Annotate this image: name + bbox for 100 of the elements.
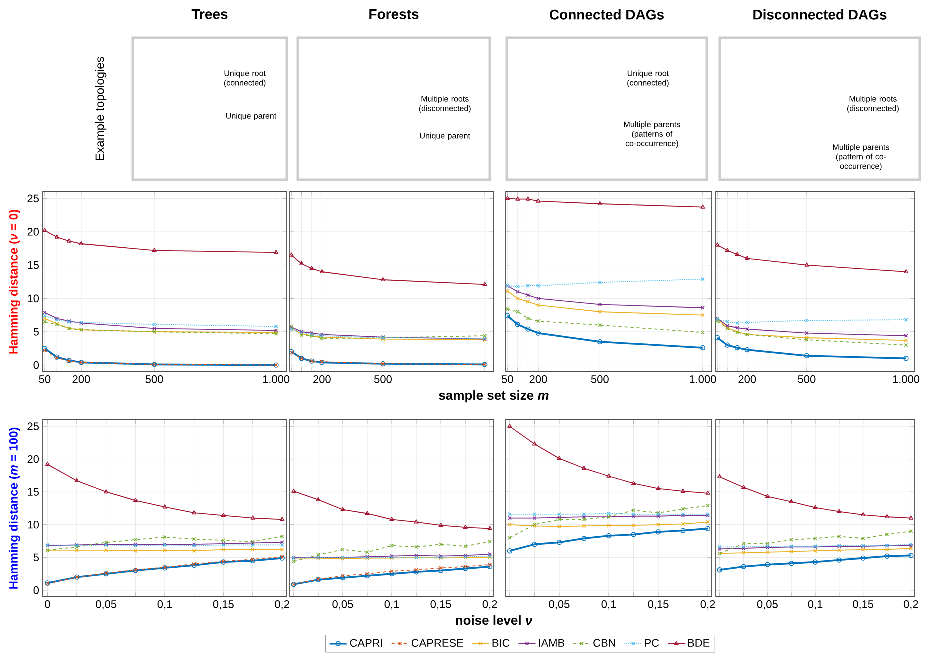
point bbox=[316, 497, 321, 502]
y-axis-title: Hamming distance (ν = 0) bbox=[9, 210, 20, 354]
point bbox=[280, 534, 284, 539]
point bbox=[788, 560, 794, 566]
point bbox=[532, 442, 538, 446]
point bbox=[680, 528, 686, 534]
x-tick-label: 0,15 bbox=[853, 600, 874, 610]
point bbox=[536, 330, 542, 336]
point bbox=[745, 256, 750, 260]
point bbox=[734, 345, 740, 351]
legend-label: IAMB bbox=[539, 639, 565, 647]
point bbox=[536, 284, 540, 288]
point bbox=[556, 540, 562, 546]
point bbox=[884, 554, 890, 559]
point bbox=[192, 510, 197, 515]
legend-label: CBN bbox=[594, 639, 616, 648]
point bbox=[804, 353, 810, 359]
point bbox=[884, 514, 890, 519]
point bbox=[735, 252, 740, 256]
point bbox=[75, 548, 79, 552]
point bbox=[390, 569, 394, 574]
y-tick-label: 15 bbox=[28, 262, 39, 270]
text: Multiple roots (disconnected) bbox=[419, 96, 471, 113]
x-tick-label: 0,15 bbox=[430, 600, 452, 610]
point bbox=[837, 509, 842, 514]
point bbox=[598, 339, 603, 345]
text: Unique root (connected) bbox=[628, 70, 670, 88]
point bbox=[464, 544, 468, 548]
point bbox=[789, 499, 794, 504]
point bbox=[724, 342, 730, 348]
x-tick-label: 50 bbox=[502, 376, 514, 384]
point bbox=[861, 536, 866, 541]
point bbox=[885, 548, 890, 552]
text: Disconnected DAGs bbox=[754, 10, 887, 20]
point bbox=[598, 323, 602, 328]
point bbox=[438, 568, 444, 574]
point bbox=[526, 316, 530, 321]
legend-label: BIC bbox=[492, 639, 510, 648]
x-tick-label: 1.000 bbox=[690, 376, 716, 384]
x-tick-label: 0,2 bbox=[482, 600, 498, 610]
point bbox=[861, 548, 866, 552]
point bbox=[582, 524, 586, 528]
point bbox=[221, 513, 226, 518]
point bbox=[414, 520, 419, 524]
point bbox=[54, 234, 60, 239]
x-tick-label: 0,05 bbox=[757, 600, 778, 610]
point bbox=[606, 474, 612, 478]
y-tick-label: 0 bbox=[34, 586, 40, 594]
point bbox=[812, 560, 818, 565]
point bbox=[320, 269, 324, 274]
text: Unique parent bbox=[420, 132, 470, 140]
point bbox=[152, 248, 157, 252]
legend-label: CAPRI bbox=[350, 639, 382, 648]
point bbox=[765, 494, 770, 498]
text: Trees bbox=[192, 10, 228, 20]
x-tick-label: 500 bbox=[146, 376, 164, 384]
x-tick-label: 200 bbox=[72, 376, 90, 384]
point bbox=[66, 238, 72, 243]
point bbox=[483, 334, 487, 338]
x-tick-label: 0,05 bbox=[96, 600, 117, 610]
legend-label: CAPRESE bbox=[412, 639, 464, 648]
point bbox=[439, 542, 443, 547]
point bbox=[582, 536, 587, 542]
point bbox=[341, 574, 345, 578]
point bbox=[366, 572, 370, 576]
point bbox=[515, 322, 521, 328]
point bbox=[389, 571, 395, 577]
point bbox=[532, 516, 537, 520]
text: Example topologies bbox=[95, 57, 107, 160]
point bbox=[365, 511, 370, 516]
point bbox=[745, 327, 750, 332]
x-tick-label: 0,05 bbox=[549, 600, 570, 610]
point bbox=[292, 560, 296, 564]
point bbox=[488, 540, 492, 544]
point bbox=[463, 524, 468, 530]
x-tick-label: 500 bbox=[798, 376, 816, 384]
point bbox=[607, 524, 611, 528]
y-tick-label: 5 bbox=[34, 328, 39, 336]
text: Multiple parents (patterns of co-occurrence) bbox=[624, 122, 680, 148]
x-tick-label: 0,1 bbox=[602, 600, 616, 610]
text: Forests bbox=[370, 10, 419, 20]
point bbox=[656, 486, 661, 490]
x-tick-label: 0,15 bbox=[648, 600, 669, 610]
point bbox=[414, 569, 420, 575]
x-tick-label: 500 bbox=[374, 376, 392, 384]
point bbox=[74, 478, 80, 482]
point bbox=[532, 542, 538, 548]
point bbox=[598, 302, 602, 307]
point bbox=[726, 320, 730, 324]
point bbox=[804, 262, 810, 267]
x-axis-title: sample set size m bbox=[439, 390, 549, 403]
point bbox=[598, 201, 602, 206]
point bbox=[340, 575, 346, 581]
point bbox=[744, 347, 750, 353]
text: Multiple parents (pattern of co-occurrence) bbox=[833, 144, 890, 171]
x-tick-label: 0,1 bbox=[384, 600, 400, 610]
point bbox=[250, 516, 256, 520]
x-tick-label: 0,05 bbox=[332, 600, 354, 610]
legend-label: PC bbox=[645, 639, 660, 648]
point bbox=[364, 573, 370, 579]
